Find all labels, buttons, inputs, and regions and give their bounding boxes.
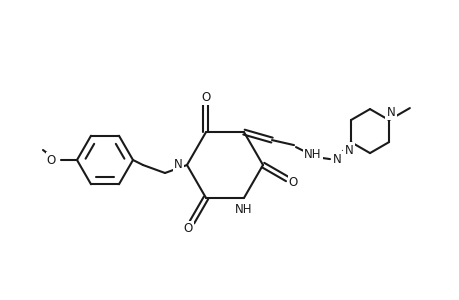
Text: NH: NH: [235, 203, 252, 216]
Text: O: O: [184, 222, 193, 235]
Text: N: N: [344, 144, 353, 157]
Text: N: N: [386, 106, 395, 118]
Text: N: N: [174, 158, 183, 170]
Text: O: O: [201, 91, 210, 103]
Text: NH: NH: [303, 148, 321, 160]
Text: O: O: [47, 154, 56, 166]
Text: N: N: [332, 153, 341, 166]
Text: O: O: [288, 176, 297, 189]
